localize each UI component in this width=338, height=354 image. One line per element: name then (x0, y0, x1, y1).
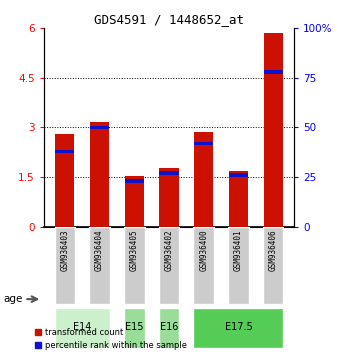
Bar (90, 122, 109, 227)
FancyBboxPatch shape (54, 227, 75, 304)
Bar (55, 150, 74, 153)
Text: E16: E16 (160, 322, 178, 332)
Text: GSM936405: GSM936405 (130, 229, 139, 270)
FancyBboxPatch shape (228, 227, 249, 304)
Text: E15: E15 (125, 322, 144, 332)
FancyBboxPatch shape (89, 227, 110, 304)
Bar (194, 142, 213, 145)
Text: E14: E14 (73, 322, 91, 332)
Bar (125, 179, 144, 183)
Text: E17.5: E17.5 (225, 322, 252, 332)
Legend: transformed count, percentile rank within the sample: transformed count, percentile rank withi… (34, 328, 187, 350)
FancyBboxPatch shape (124, 227, 145, 304)
FancyBboxPatch shape (193, 308, 284, 348)
Bar (160, 168, 178, 227)
Text: GSM936402: GSM936402 (165, 229, 173, 270)
FancyBboxPatch shape (159, 308, 179, 348)
Text: GSM936401: GSM936401 (234, 229, 243, 270)
FancyBboxPatch shape (193, 227, 214, 304)
Title: GDS4591 / 1448652_at: GDS4591 / 1448652_at (94, 13, 244, 26)
FancyBboxPatch shape (54, 308, 110, 348)
Bar (194, 132, 213, 227)
Bar (160, 171, 178, 175)
Bar (264, 33, 283, 227)
Bar (264, 70, 283, 74)
Bar (229, 171, 248, 227)
Text: GSM936403: GSM936403 (60, 229, 69, 270)
Text: age: age (3, 294, 23, 304)
Bar (55, 134, 74, 227)
Bar (90, 126, 109, 129)
FancyBboxPatch shape (124, 308, 145, 348)
Text: GSM936400: GSM936400 (199, 229, 208, 270)
Bar (229, 173, 248, 177)
Text: GSM936404: GSM936404 (95, 229, 104, 270)
Bar (125, 176, 144, 227)
FancyBboxPatch shape (263, 227, 284, 304)
Text: GSM936406: GSM936406 (269, 229, 278, 270)
FancyBboxPatch shape (159, 227, 179, 304)
